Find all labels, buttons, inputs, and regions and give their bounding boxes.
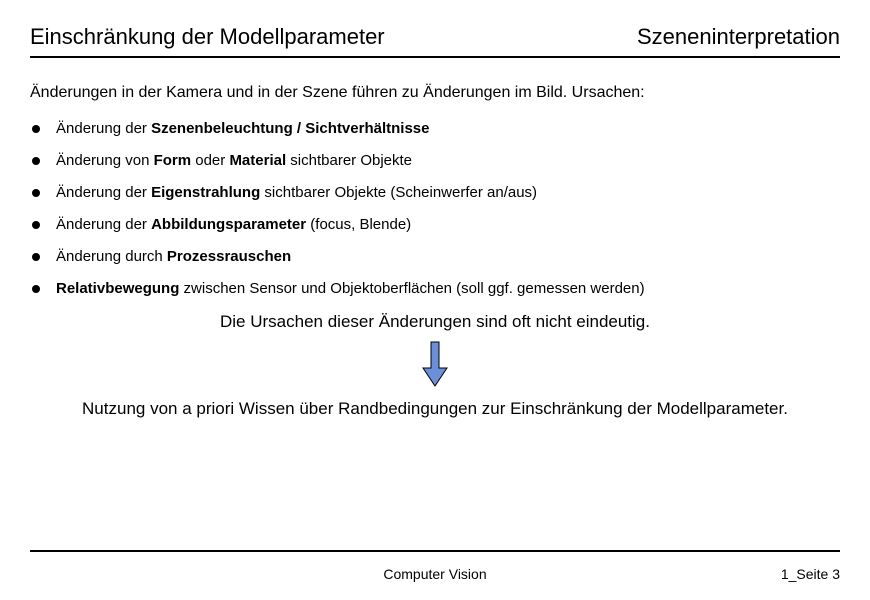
bullet-post: sichtbarer Objekte xyxy=(286,152,412,169)
center-note: Die Ursachen dieser Änderungen sind oft … xyxy=(30,312,840,332)
bullet-pre: Änderung durch xyxy=(56,248,167,265)
bullet-bold2: Material xyxy=(229,152,286,169)
arrow-container xyxy=(30,340,840,388)
bullet-bold: Szenenbeleuchtung / Sichtverhältnisse xyxy=(151,120,429,137)
list-item: Änderung von Form oder Material sichtbar… xyxy=(32,152,840,169)
bullet-pre: Änderung der xyxy=(56,120,151,137)
bullet-post: (focus, Blende) xyxy=(306,216,411,233)
bullet-pre: Änderung der xyxy=(56,184,151,201)
slide-footer: Computer Vision 1_Seite 3 xyxy=(30,550,840,582)
header-title-left: Einschränkung der Modellparameter xyxy=(30,24,385,50)
bullet-list: Änderung der Szenenbeleuchtung / Sichtve… xyxy=(30,120,840,297)
bullet-bold: Eigenstrahlung xyxy=(151,184,260,201)
list-item: Änderung der Abbildungsparameter (focus,… xyxy=(32,216,840,233)
bullet-post: sichtbarer Objekte (Scheinwerfer an/aus) xyxy=(260,184,537,201)
list-item: Änderung der Eigenstrahlung sichtbarer O… xyxy=(32,184,840,201)
bullet-bold: Relativbewegung xyxy=(56,280,179,297)
down-arrow-icon xyxy=(421,340,449,388)
conclusion-text: Nutzung von a priori Wissen über Randbed… xyxy=(70,398,800,421)
bullet-bold: Prozessrauschen xyxy=(167,248,291,265)
list-item: Relativbewegung zwischen Sensor und Obje… xyxy=(32,280,840,297)
intro-text: Änderungen in der Kamera und in der Szen… xyxy=(30,84,840,102)
list-item: Änderung der Szenenbeleuchtung / Sichtve… xyxy=(32,120,840,137)
list-item: Änderung durch Prozessrauschen xyxy=(32,248,840,265)
footer-center: Computer Vision xyxy=(30,566,840,582)
slide-header: Einschränkung der Modellparameter Szenen… xyxy=(30,24,840,58)
bullet-bold: Abbildungsparameter xyxy=(151,216,306,233)
bullet-mid: oder xyxy=(191,152,229,169)
bullet-bold: Form xyxy=(154,152,192,169)
bullet-pre: Änderung der xyxy=(56,216,151,233)
bullet-post: zwischen Sensor und Objektoberflächen (s… xyxy=(179,280,644,297)
header-title-right: Szeneninterpretation xyxy=(637,24,840,50)
bullet-pre: Änderung von xyxy=(56,152,154,169)
